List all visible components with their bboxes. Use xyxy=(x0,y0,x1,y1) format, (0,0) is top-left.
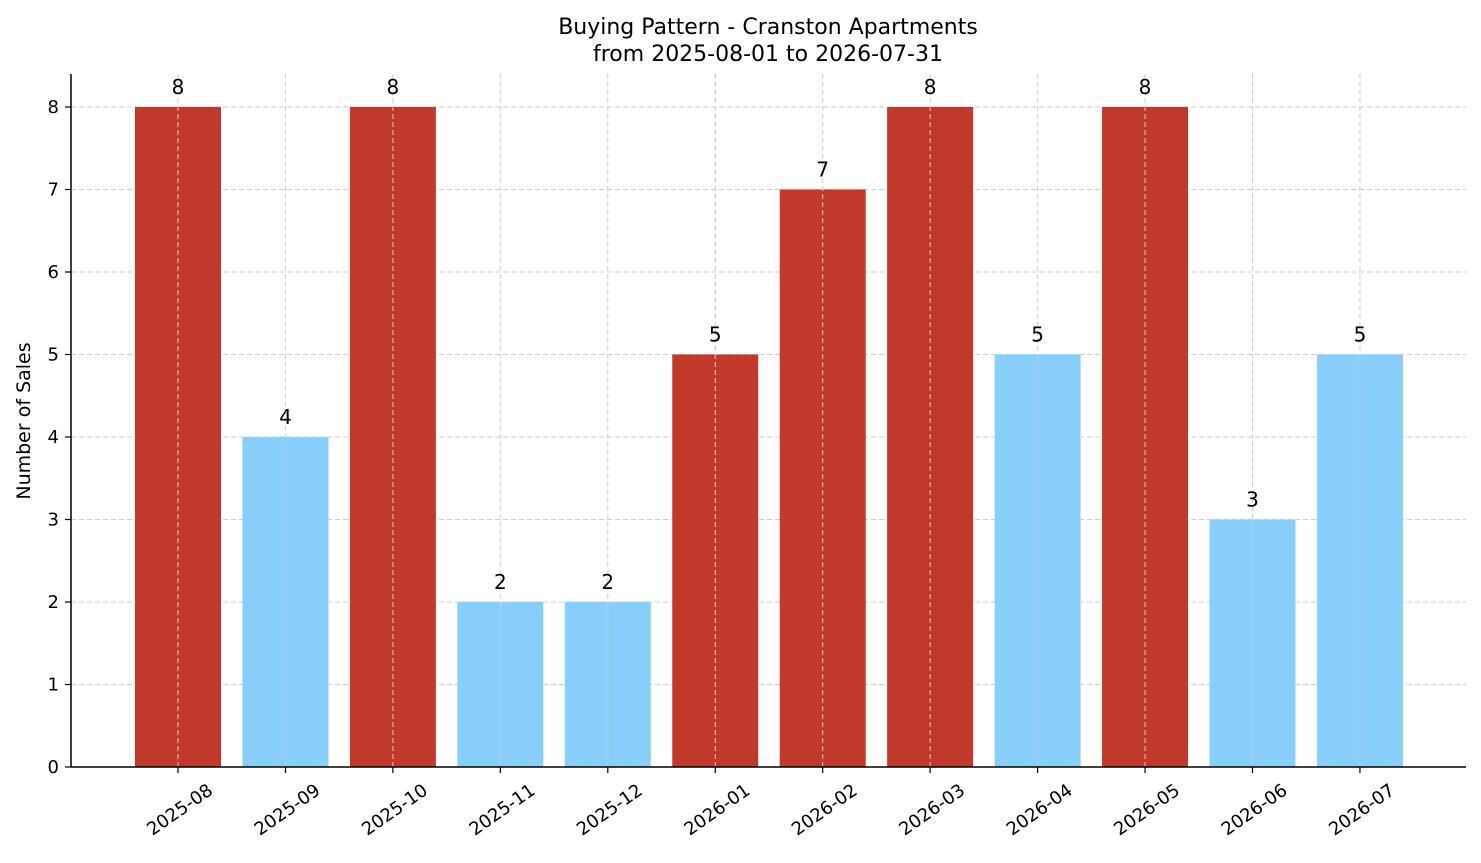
x-tick-label: 2026-06 xyxy=(1218,780,1292,840)
y-tick-label: 8 xyxy=(48,97,59,118)
bar-2026-07 xyxy=(1316,354,1403,767)
data-label: 7 xyxy=(816,158,829,182)
y-tick-label: 0 xyxy=(48,757,59,778)
bar-2026-04 xyxy=(994,354,1081,767)
x-tick-label: 2026-05 xyxy=(1110,780,1184,840)
y-tick-label: 7 xyxy=(48,180,59,201)
x-tick-label: 2026-04 xyxy=(1003,780,1077,840)
x-tick-label: 2026-02 xyxy=(788,780,862,840)
y-tick-label: 2 xyxy=(48,592,59,613)
x-tick-label: 2025-12 xyxy=(573,780,647,840)
data-label: 5 xyxy=(1354,323,1367,347)
x-tick-label: 2026-01 xyxy=(680,780,754,840)
x-tick-label: 2026-07 xyxy=(1325,780,1399,840)
y-tick-label: 5 xyxy=(48,345,59,366)
x-tick-label: 2025-09 xyxy=(251,780,325,840)
y-tick-label: 3 xyxy=(48,510,59,531)
data-label: 5 xyxy=(709,323,722,347)
x-tick-label: 2025-08 xyxy=(143,780,217,840)
y-tick-label: 1 xyxy=(48,675,59,696)
y-axis-label: Number of Sales xyxy=(13,342,35,499)
data-label: 2 xyxy=(601,570,614,594)
chart-subtitle: from 2025-08-01 to 2026-07-31 xyxy=(593,42,943,67)
data-label: 8 xyxy=(924,75,937,99)
data-label: 8 xyxy=(387,75,400,99)
data-label: 3 xyxy=(1246,488,1259,512)
data-label: 8 xyxy=(1139,75,1152,99)
data-label: 5 xyxy=(1031,323,1044,347)
chart-title: Buying Pattern - Cranston Apartments xyxy=(558,15,978,40)
x-tick-label: 2025-11 xyxy=(466,780,540,840)
bar-2026-01 xyxy=(672,354,759,767)
y-tick-label: 6 xyxy=(48,262,59,283)
data-label: 8 xyxy=(172,75,185,99)
data-label: 2 xyxy=(494,570,507,594)
axes-layer xyxy=(65,74,1466,773)
y-tick-label: 4 xyxy=(48,427,59,448)
bars-layer xyxy=(135,74,1403,767)
data-label: 4 xyxy=(279,405,292,429)
x-tick-label: 2025-10 xyxy=(358,780,432,840)
x-tick-label: 2026-03 xyxy=(895,780,969,840)
